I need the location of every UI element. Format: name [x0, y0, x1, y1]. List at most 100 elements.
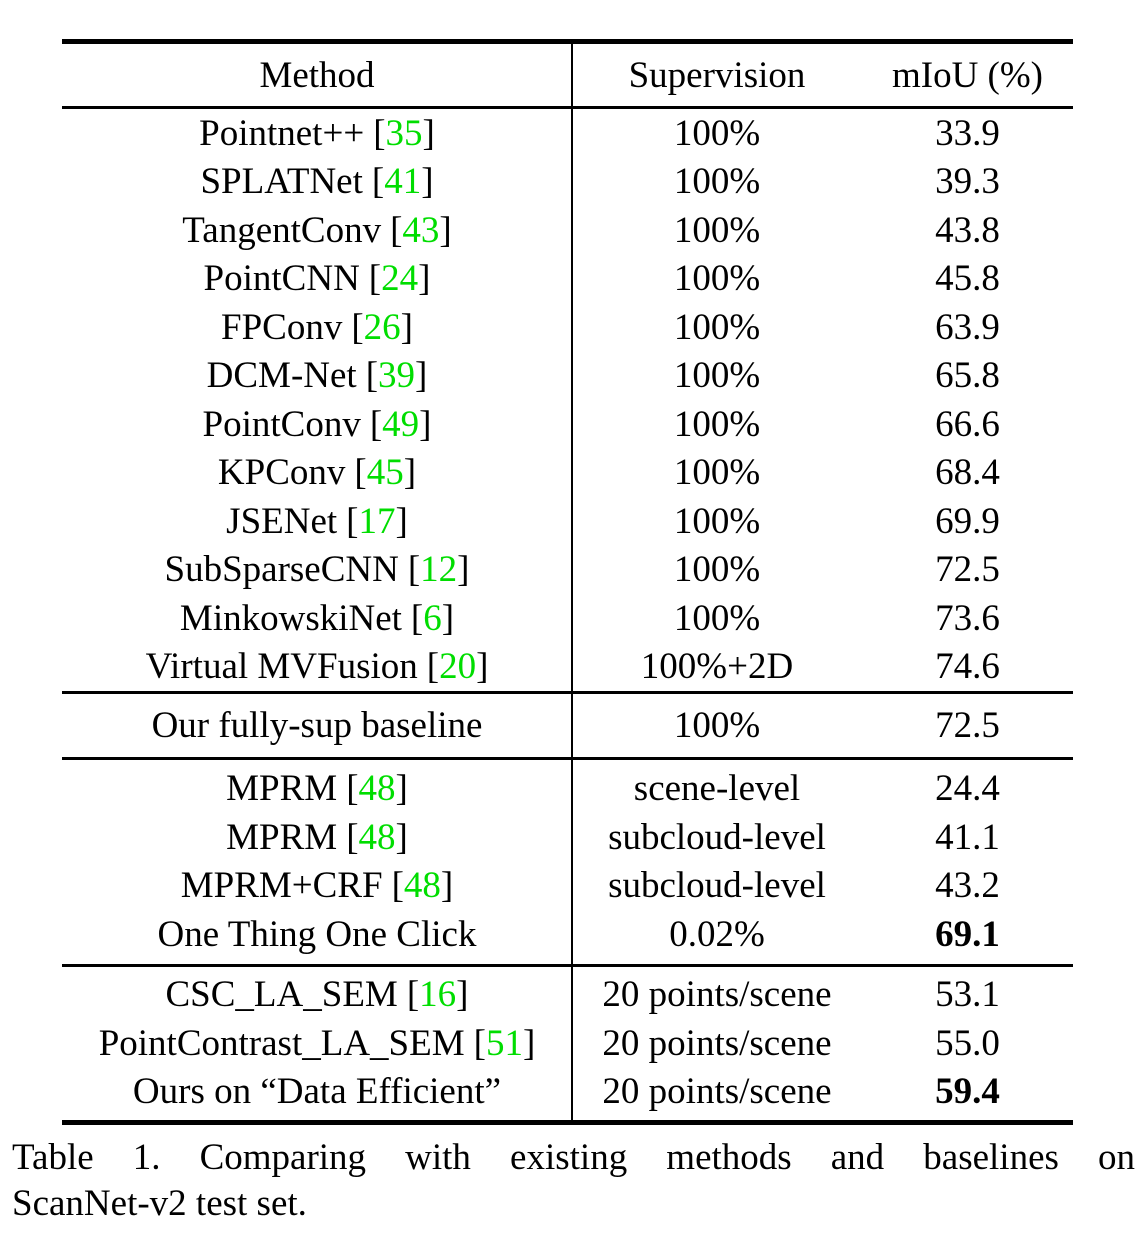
citation-number: 48: [403, 865, 441, 907]
citation-ref[interactable]: [17]: [346, 501, 408, 542]
citation-bracket-close: ]: [400, 306, 413, 348]
table-row: TangentConv [43] 100% 43.8: [62, 206, 1073, 255]
citation-number: 16: [419, 974, 457, 1016]
caption-line1: Table 1. Comparing with existing methods…: [12, 1137, 1135, 1178]
column-divider: [571, 759, 573, 964]
table-row: KPConv [45] 100% 68.4: [62, 449, 1073, 498]
method-name: Virtual MVFusion: [145, 646, 418, 688]
citation-ref[interactable]: [35]: [373, 113, 435, 154]
method-cell: KPConv [45]: [62, 451, 572, 494]
citation-number: 48: [358, 768, 396, 810]
supervision-cell: 0.02%: [669, 913, 765, 955]
citation-bracket-close: ]: [419, 403, 432, 445]
header-supervision: Supervision: [628, 54, 806, 96]
table-body: Pointnet++ [35] 100% 33.9 SPLATNet [41] 10…: [62, 109, 1073, 1120]
citation-ref[interactable]: [12]: [408, 549, 470, 590]
method-cell: Our fully-sup baseline: [62, 704, 572, 747]
method-cell: PointConv [49]: [62, 403, 572, 446]
column-divider: [571, 44, 573, 106]
supervision-cell: 100%: [673, 597, 761, 639]
method-name: CSC_LA_SEM: [165, 974, 398, 1016]
table-row: MPRM [48] subcloud-level 41.1: [62, 813, 1073, 862]
citation-ref[interactable]: [20]: [427, 646, 489, 687]
miou-cell: 41.1: [935, 816, 1000, 858]
miou-cell: 72.5: [935, 704, 1000, 746]
miou-cell: 68.4: [935, 452, 1000, 494]
citation-bracket-open: [: [410, 597, 424, 639]
table-row: Pointnet++ [35] 100% 33.9: [62, 109, 1073, 158]
citation-ref[interactable]: [16]: [407, 974, 469, 1015]
miou-cell: 63.9: [935, 306, 1000, 348]
results-table: Method Supervision mIoU (%) Pointnet++ [3…: [62, 39, 1073, 1125]
method-cell: SPLATNet [41]: [62, 160, 572, 203]
miou-cell: 43.2: [935, 865, 1000, 907]
method-name: SubSparseCNN: [164, 549, 399, 591]
citation-bracket-open: [: [391, 865, 404, 907]
citation-ref[interactable]: [43]: [390, 210, 452, 251]
citation-bracket-open: [: [373, 112, 386, 154]
table-row: SPLATNet [41] 100% 39.3: [62, 158, 1073, 207]
caption-line2: ScanNet-v2 test set.: [12, 1183, 307, 1224]
supervision-cell: 100%+2D: [640, 646, 794, 688]
citation-ref[interactable]: [48]: [392, 865, 454, 906]
citation-bracket-open: [: [371, 161, 385, 203]
method-cell: CSC_LA_SEM [16]: [62, 973, 572, 1016]
supervision-cell: 100%: [673, 500, 761, 542]
miou-cell: 43.8: [935, 209, 1000, 251]
citation-bracket-open: [: [354, 452, 367, 494]
method-name: PointCNN: [203, 258, 360, 300]
supervision-cell: 100%: [673, 112, 761, 154]
citation-bracket-close: ]: [403, 452, 417, 494]
miou-cell: 65.8: [935, 355, 1000, 397]
citation-number: 35: [385, 112, 423, 154]
supervision-cell: subcloud-level: [608, 865, 826, 907]
supervision-cell: 100%: [673, 452, 761, 494]
citation-ref[interactable]: [51]: [474, 1023, 536, 1064]
supervision-cell: 100%: [673, 355, 761, 397]
citation-bracket-close: ]: [395, 816, 408, 858]
method-cell: PointContrast_LA_SEM [51]: [62, 1022, 572, 1065]
citation-ref[interactable]: [39]: [366, 355, 428, 396]
citation-number: 6: [423, 597, 442, 639]
method-cell: DCM-Net [39]: [62, 354, 572, 397]
citation-number: 39: [378, 355, 416, 397]
supervision-cell: 100%: [673, 306, 761, 348]
supervision-cell: scene-level: [633, 768, 801, 810]
method-name: DCM-Net: [206, 355, 357, 397]
citation-ref[interactable]: [24]: [369, 258, 431, 299]
miou-cell: 69.1: [935, 913, 1000, 955]
supervision-cell: 100%: [673, 209, 761, 251]
table-row: PointConv [49] 100% 66.6: [62, 400, 1073, 449]
method-cell: MPRM [48]: [62, 767, 572, 810]
citation-bracket-open: [: [473, 1022, 486, 1064]
method-name: Our fully-sup baseline: [151, 704, 483, 746]
method-cell: MPRM+CRF [48]: [62, 864, 572, 907]
supervision-cell: 20 points/scene: [602, 1022, 832, 1064]
citation-bracket-close: ]: [422, 112, 435, 154]
citation-bracket-open: [: [351, 306, 364, 348]
citation-ref[interactable]: [48]: [346, 768, 408, 809]
citation-ref[interactable]: [41]: [372, 161, 434, 202]
table-row: DCM-Net [39] 100% 65.8: [62, 352, 1073, 401]
method-name: Pointnet++: [199, 112, 365, 154]
table-section-fully-supervised-methods: Pointnet++ [35] 100% 33.9 SPLATNet [41] 10…: [62, 109, 1073, 694]
citation-bracket-close: ]: [421, 161, 434, 203]
supervision-cell: 100%: [673, 549, 761, 591]
table-section-our-baseline: Our fully-sup baseline 100% 72.5: [62, 694, 1073, 760]
table-row: Virtual MVFusion [20] 100%+2D 74.6: [62, 643, 1073, 692]
table-row: FPConv [26] 100% 63.9: [62, 303, 1073, 352]
citation-bracket-close: ]: [440, 865, 454, 907]
citation-ref[interactable]: [49]: [370, 404, 432, 445]
citation-ref[interactable]: [6]: [411, 598, 454, 639]
citation-number: 17: [358, 500, 396, 542]
citation-bracket-close: ]: [415, 355, 428, 397]
miou-cell: 72.5: [935, 549, 1000, 591]
table-row: PointContrast_LA_SEM [51] 20 points/scene…: [62, 1019, 1073, 1068]
citation-ref[interactable]: [48]: [346, 817, 408, 858]
citation-ref[interactable]: [26]: [351, 307, 413, 348]
table-row: MPRM [48] scene-level 24.4: [62, 765, 1073, 814]
citation-ref[interactable]: [45]: [354, 452, 416, 493]
miou-cell: 24.4: [935, 768, 1000, 810]
method-name: KPConv: [217, 452, 346, 494]
